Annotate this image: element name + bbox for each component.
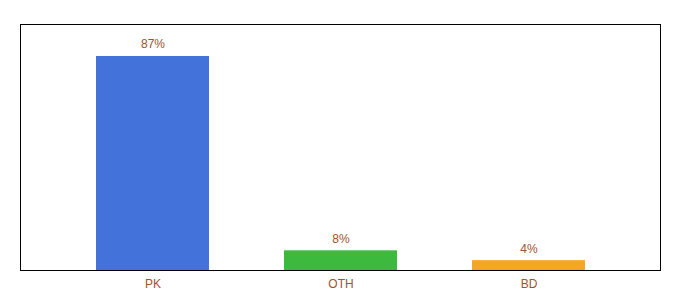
svg-text:PK: PK xyxy=(145,277,161,291)
svg-text:8%: 8% xyxy=(332,232,350,246)
svg-text:87%: 87% xyxy=(141,37,165,51)
svg-text:OTH: OTH xyxy=(328,277,353,291)
svg-text:4%: 4% xyxy=(520,242,538,256)
svg-text:BD: BD xyxy=(521,277,538,291)
